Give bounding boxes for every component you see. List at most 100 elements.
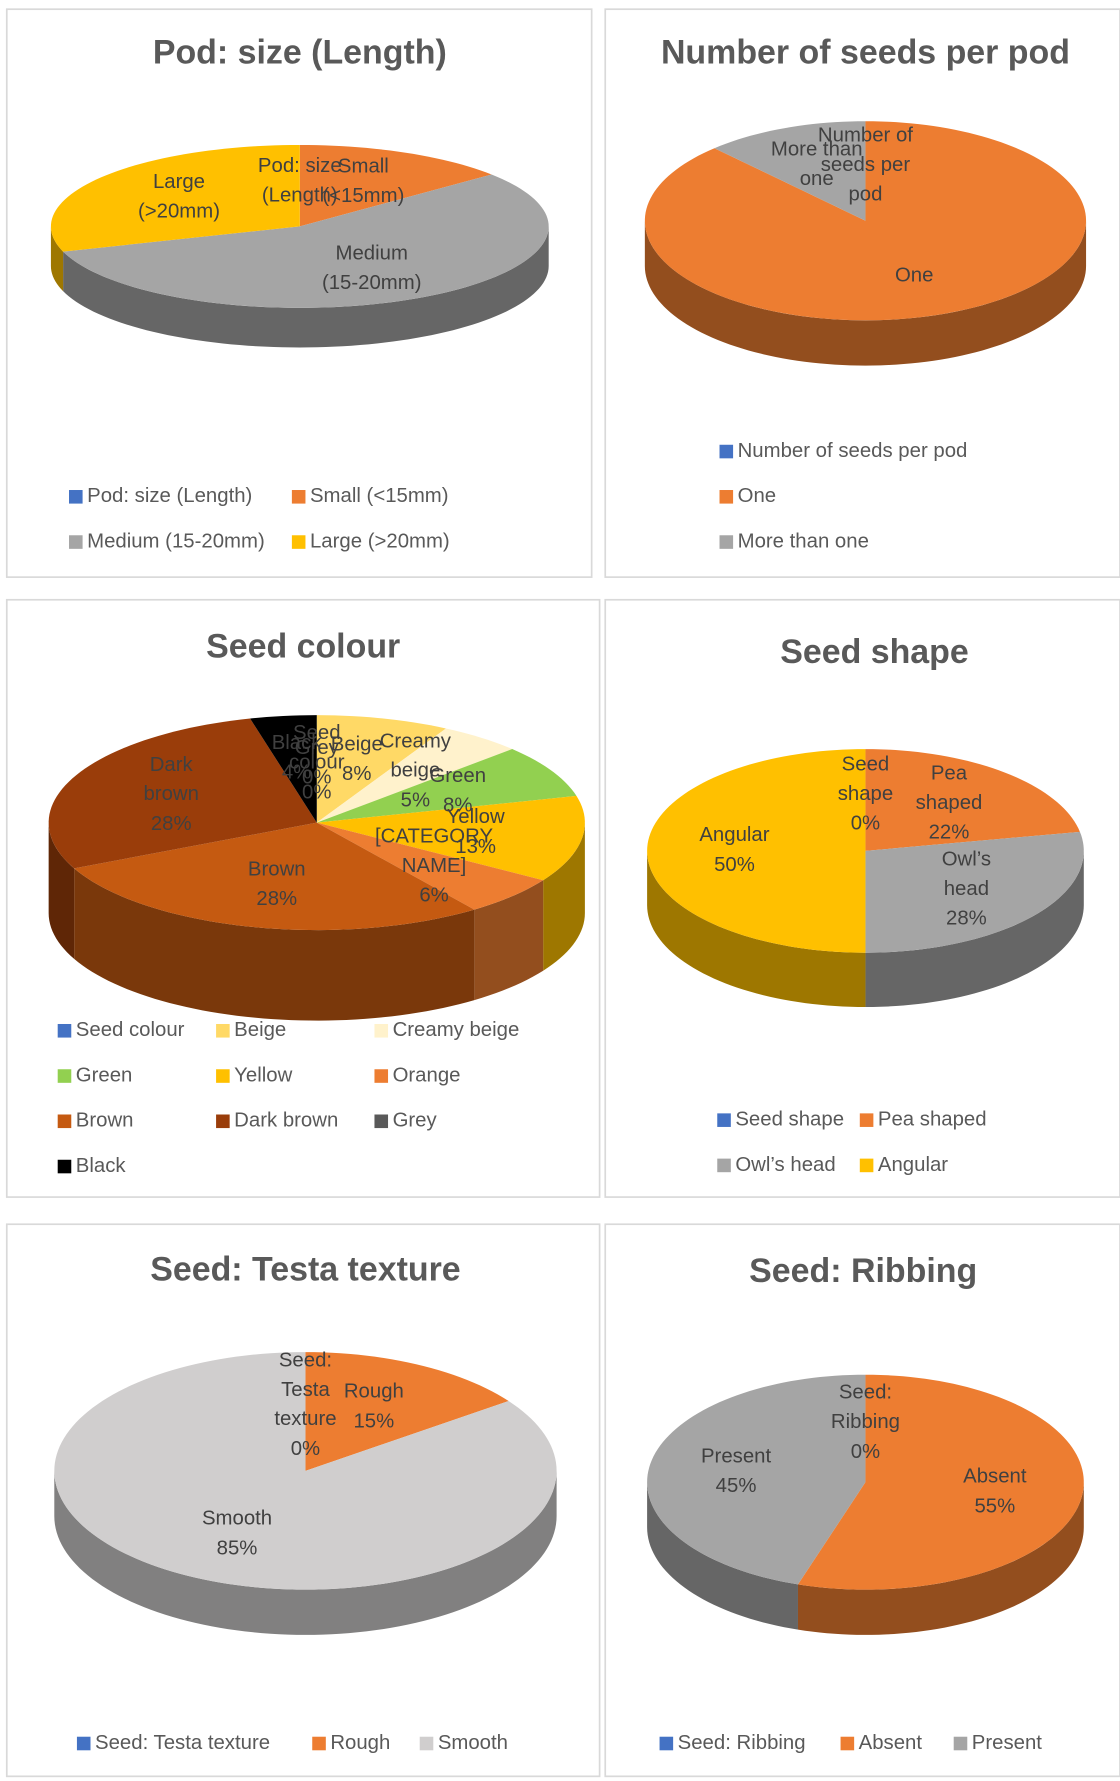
pie-slice: [316, 822, 544, 910]
data-label: Brown: [248, 859, 306, 881]
data-value-label: 0%: [302, 767, 331, 789]
pie-slice: [54, 1352, 557, 1590]
legend-swatch: [374, 1069, 389, 1083]
pie-slice: [865, 831, 1084, 953]
legend-label: Black: [76, 1155, 127, 1177]
data-value-label: 28%: [151, 813, 192, 835]
legend-label: Pea shaped: [878, 1109, 987, 1131]
legend-label: Seed colour: [76, 1019, 185, 1041]
legend-label: Owl’s head: [735, 1154, 835, 1176]
legend-swatch: [419, 1736, 434, 1751]
data-label: Small (<15mm): [322, 156, 404, 207]
data-label: Rough: [344, 1381, 404, 1403]
data-label: Smooth: [202, 1508, 272, 1530]
legend-label: Small (<15mm): [310, 485, 449, 507]
data-value-label: 28%: [256, 888, 297, 910]
legend-swatch: [659, 1736, 674, 1751]
pie-side: [647, 1482, 798, 1630]
pie-slice: [797, 1374, 1084, 1590]
chart-title: Pod: size (Length): [153, 33, 447, 71]
pie-slice: [316, 715, 446, 823]
legend-swatch: [291, 490, 306, 504]
legend-label: Green: [76, 1064, 133, 1086]
legend-swatch: [69, 490, 83, 504]
pie-side: [54, 1470, 557, 1635]
legend-label: Pod: size (Length): [87, 485, 252, 507]
legend-label: Yellow: [234, 1064, 292, 1086]
data-label: Pea shaped: [916, 763, 983, 814]
data-label: Seed: Testa texture: [274, 1350, 336, 1431]
legend-swatch: [76, 1736, 91, 1751]
data-label: [CATEGORY NAME]: [375, 826, 493, 877]
legend-swatch: [859, 1158, 874, 1173]
legend-swatch: [374, 1114, 389, 1129]
legend-swatch: [57, 1023, 72, 1038]
legend-label: Grey: [393, 1110, 438, 1132]
legend-label: Present: [972, 1732, 1043, 1754]
pie-side: [865, 850, 1084, 1008]
data-value-label: 8%: [342, 763, 371, 785]
data-value-label: 0%: [851, 813, 880, 835]
legend-swatch: [216, 1069, 230, 1083]
legend-swatch: [69, 535, 83, 549]
pie-slice: [647, 749, 866, 953]
legend-label: Large (>20mm): [310, 530, 450, 552]
pie-side: [797, 1482, 1084, 1635]
data-label: Owl’s head: [942, 849, 991, 900]
data-label: Absent: [963, 1466, 1027, 1488]
legend-swatch: [719, 535, 734, 549]
data-value-label: 50%: [714, 854, 755, 876]
pie-side: [543, 822, 585, 971]
legend-swatch: [57, 1114, 72, 1129]
legend-label: Seed: Ribbing: [678, 1732, 806, 1754]
data-value-label: 45%: [716, 1475, 757, 1497]
pie-slice: [299, 144, 492, 227]
data-value-label: 0%: [302, 781, 331, 803]
data-value-label: 0%: [291, 1438, 320, 1460]
pie-side: [474, 880, 544, 1001]
data-label: Grey: [295, 737, 340, 759]
chart-title: Number of seeds per pod: [661, 33, 1070, 71]
legend-label: Creamy beige: [393, 1019, 520, 1041]
pie-slice: [48, 718, 317, 869]
data-label: One: [895, 265, 933, 287]
legend-swatch: [374, 1023, 389, 1038]
data-label: Green: [429, 765, 486, 787]
pie-slice: [316, 795, 585, 881]
data-label: Angular: [699, 825, 769, 847]
legend-swatch: [312, 1736, 326, 1751]
legend-label: Dark brown: [234, 1110, 338, 1132]
legend-label: Angular: [878, 1154, 948, 1176]
legend-swatch: [859, 1113, 874, 1127]
data-value-label: 28%: [946, 908, 987, 930]
data-value-label: 8%: [443, 795, 472, 817]
pie-slice: [865, 749, 1080, 851]
data-label: Beige: [331, 734, 383, 756]
pie-slice: [250, 715, 317, 823]
legend-swatch: [719, 444, 734, 459]
data-label: Seed colour: [289, 722, 345, 773]
data-label: Large (>20mm): [138, 171, 220, 222]
data-label: Yellow: [447, 806, 505, 828]
legend-swatch: [216, 1114, 230, 1129]
legend-label: Orange: [393, 1064, 461, 1086]
legend-label: Rough: [330, 1732, 390, 1754]
pie-side: [50, 226, 64, 292]
data-value-label: 6%: [419, 885, 448, 907]
legend-swatch: [57, 1159, 72, 1174]
data-value-label: 5%: [401, 789, 430, 811]
pie-side: [74, 868, 475, 1021]
pie-side: [644, 220, 1087, 366]
legend-label: One: [738, 485, 776, 507]
legend-swatch: [717, 1158, 731, 1173]
data-label: Seed: Ribbing: [831, 1382, 900, 1433]
data-label: Medium (15-20mm): [322, 243, 422, 294]
data-label: Creamy beige: [380, 731, 452, 782]
chart-title: Seed colour: [206, 627, 400, 665]
pie-slice: [714, 121, 866, 221]
pie-side: [63, 226, 549, 348]
pie-slice: [316, 728, 513, 823]
data-label: Seed shape: [838, 754, 893, 805]
data-value-label: 55%: [974, 1495, 1015, 1517]
data-label: Number of seeds per pod: [818, 125, 913, 206]
